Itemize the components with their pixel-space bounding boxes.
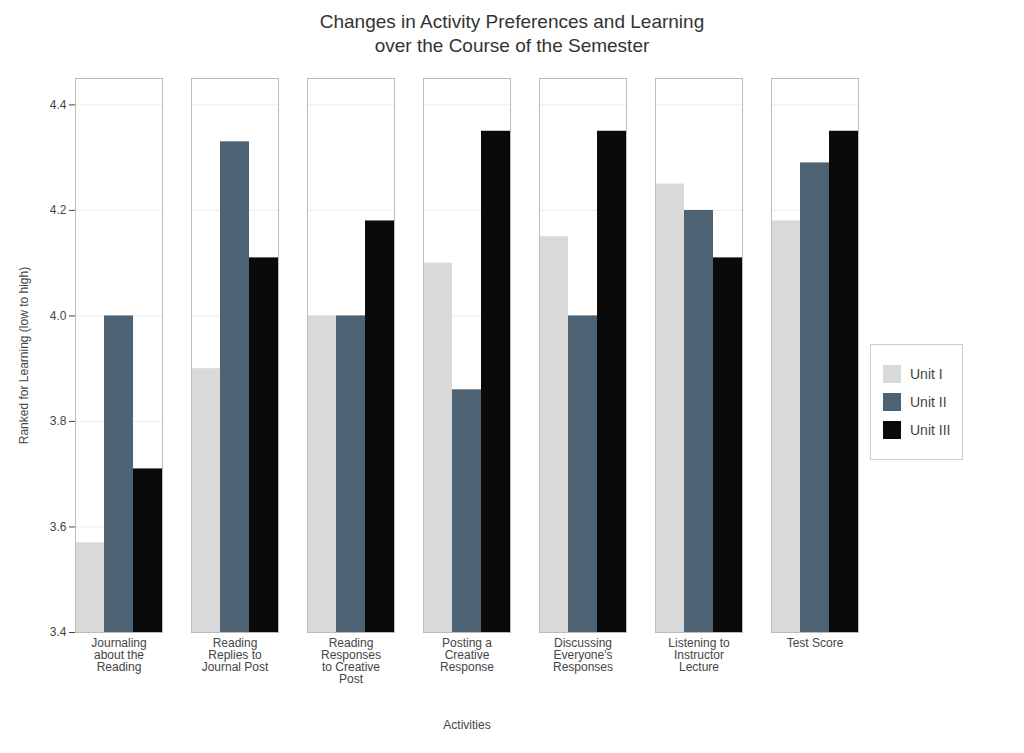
svg-text:3.4: 3.4 [50,625,67,639]
html-text:Unit II: Unit II [910,393,947,410]
html-text:Changes in Activity Preference: Changes in Activity Preferences and Lear… [319,11,705,56]
svg-text:DiscussingEveryone'sResponses: DiscussingEveryone'sResponses [553,636,613,674]
html-text:Unit I: Unit I [910,365,943,382]
svg-text:3.6: 3.6 [50,519,67,533]
svg-text:Listening toInstructorLecture: Listening toInstructorLecture [668,636,730,674]
svg-text:4.0: 4.0 [50,308,67,322]
svg-text:Ranked for Learning (low to hi: Ranked for Learning (low to high) [17,266,31,443]
svg-text:ReadingReplies toJournal Post: ReadingReplies toJournal Post [202,636,269,674]
svg-text:3.8: 3.8 [50,414,67,428]
svg-text:Activities: Activities [443,717,490,731]
svg-text:ReadingResponsesto CreativePos: ReadingResponsesto CreativePost [321,636,381,686]
svg-text:Posting aCreativeResponse: Posting aCreativeResponse [440,636,494,674]
svg-text:Test Score: Test Score [787,636,844,650]
svg-text:Journalingabout theReading: Journalingabout theReading [91,636,146,674]
svg-text:4.2: 4.2 [50,203,67,217]
svg-text:4.4: 4.4 [50,97,67,111]
html-text:Unit III: Unit III [910,421,951,438]
